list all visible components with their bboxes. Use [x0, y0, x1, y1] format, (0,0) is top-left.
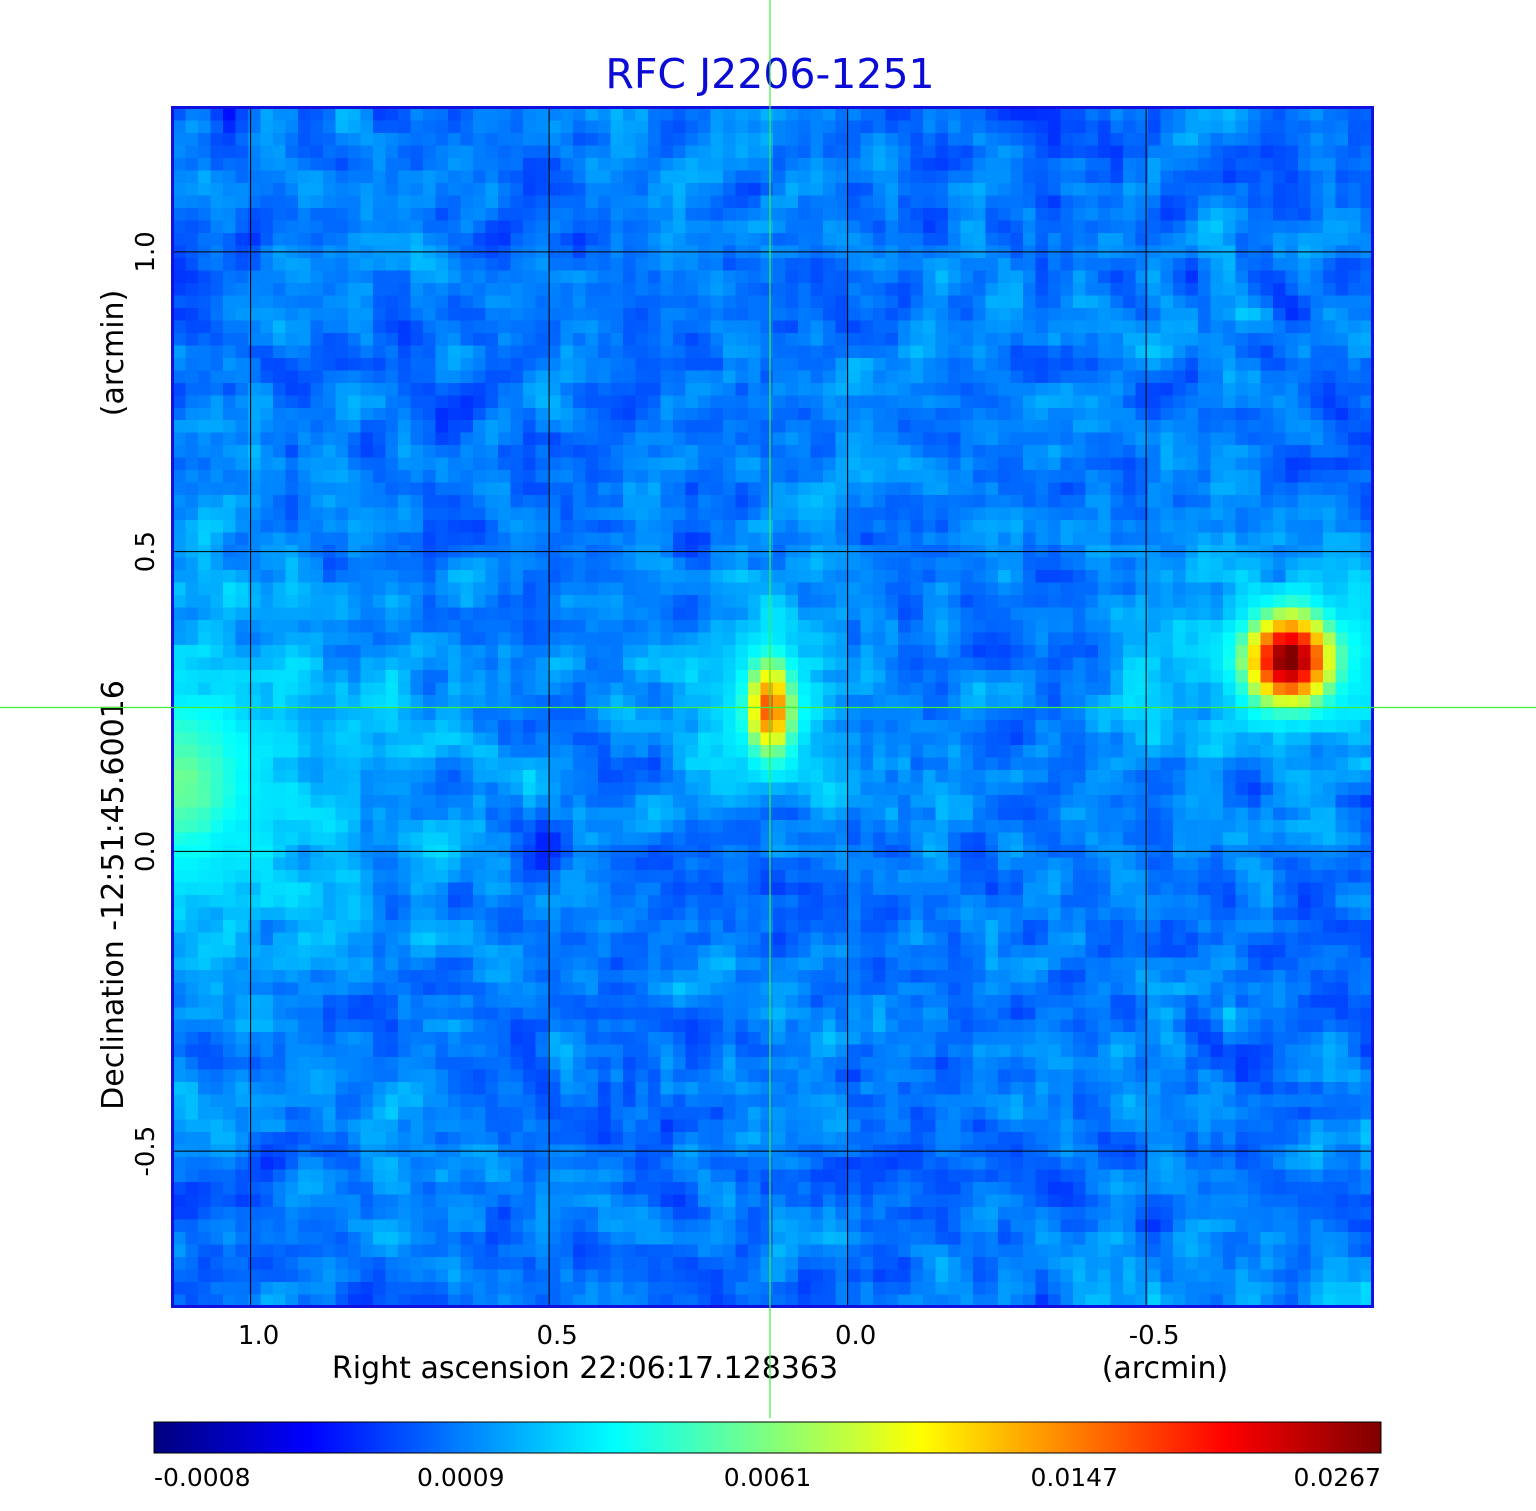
x-tick-label: 1.0	[238, 1321, 279, 1351]
y-axis-label: Declination -12:51:45.60016	[96, 680, 131, 1110]
colorbar-tick-label: 0.0147	[1031, 1463, 1118, 1492]
x-tick-label: 0.5	[536, 1321, 577, 1351]
y-axis-unit: (arcmin)	[96, 290, 131, 417]
colorbar-tick-labels: -0.0008 0.0009 0.0061 0.0147 0.0267	[154, 1463, 1381, 1492]
x-tick-label: 0.0	[835, 1321, 876, 1351]
x-axis-unit: (arcmin)	[1102, 1351, 1229, 1386]
colorbar-tick-label: -0.0008	[154, 1463, 251, 1492]
y-tick-label: 0.0	[131, 831, 161, 872]
crosshair	[0, 0, 1536, 1418]
colorbar-gradient	[154, 1422, 1381, 1453]
tick-labels: 1.0 0.5 0.0 -0.5 1.0 0.5 0.0 -0.5	[131, 231, 1180, 1351]
y-tick-label: 0.5	[131, 531, 161, 572]
colorbar-frame	[153, 1421, 1382, 1454]
x-axis-label: Right ascension 22:06:17.128363	[332, 1351, 838, 1386]
x-tick-label: -0.5	[1129, 1321, 1180, 1351]
colorbar-tick-label: 0.0061	[724, 1463, 811, 1492]
y-tick-label: -0.5	[131, 1126, 161, 1177]
colorbar-tick-label: 0.0267	[1294, 1463, 1381, 1492]
y-tick-label: 1.0	[131, 231, 161, 272]
colorbar-tick-label: 0.0009	[417, 1463, 504, 1492]
